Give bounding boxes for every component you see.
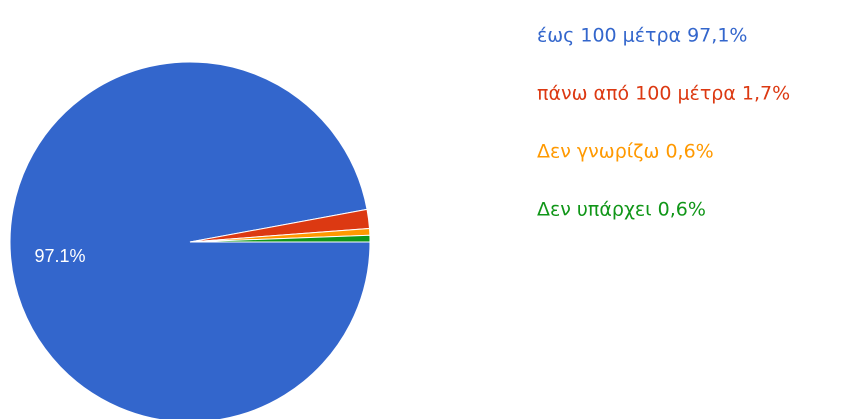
pie-slice (189, 234, 371, 243)
pie-slice (9, 61, 371, 419)
legend-entry: πάνω από 100 μέτρα 1,7% (537, 83, 790, 105)
legend-entry: Δεν γνωρίζω 0,6% (537, 141, 714, 163)
legend-entry: Δεν υπάρχει 0,6% (537, 199, 706, 221)
legend-entry: έως 100 μέτρα 97,1% (537, 25, 747, 47)
slice-label: 97.1% (34, 246, 85, 266)
